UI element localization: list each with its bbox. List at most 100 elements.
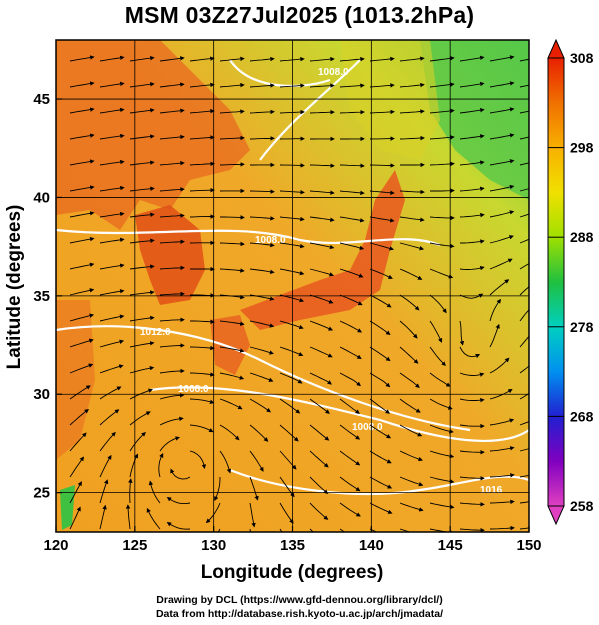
streamline [399,450,423,462]
streamline [129,341,155,348]
streamline [459,397,485,403]
streamline [99,133,125,140]
streamline [125,504,131,530]
streamline [309,56,335,62]
streamline [429,476,455,484]
streamline [159,134,185,140]
streamline [459,265,485,271]
streamline [99,289,125,296]
taiwan-land [60,485,75,530]
streamline [249,450,264,472]
streamline [369,398,391,414]
streamline [205,502,221,524]
streamline [489,499,515,505]
streamline [166,522,191,530]
streamline [279,476,295,498]
streamline [189,56,215,62]
contour-label: 1008.0 [178,384,209,395]
streamline [129,290,155,296]
y-axis-label: Latitude (degrees) [4,205,25,370]
isobar-line [149,386,529,443]
streamline [489,298,502,322]
streamline [219,450,232,474]
streamline [146,507,161,530]
streamline [369,109,395,115]
streamline [489,418,515,426]
streamline [309,163,335,168]
streamline [369,136,395,141]
streamline [339,476,361,492]
streamline [399,320,418,339]
streamline [429,424,454,434]
streamline [158,452,164,478]
streamline [369,83,395,88]
x-tick-label: 130 [201,537,226,554]
isobar-line [259,59,361,161]
streamline [170,468,191,480]
streamline [429,450,455,459]
streamline [339,398,360,414]
streamline [489,525,515,531]
streamline [249,109,275,115]
china-coast-land [56,300,95,460]
streamline [279,189,305,195]
streamline [519,238,529,244]
streamline [69,408,90,426]
isobar-line [229,468,529,496]
streamline [219,162,245,167]
streamline [219,82,245,88]
streamline [519,365,529,374]
streamline [166,496,191,505]
streamline [459,450,485,455]
streamline [219,372,245,380]
streamline [369,320,391,336]
streamline [399,398,421,413]
colorbar-max-arrow [547,38,565,59]
streamline [249,502,256,528]
streamline [309,320,334,331]
streamline [399,82,425,88]
contour-label: 1012.0 [140,327,171,338]
streamline [369,346,391,362]
streamline [339,163,365,168]
streamline [249,398,272,413]
streamline [279,346,304,357]
streamline [309,424,330,441]
streamline [339,242,365,251]
chart-title: MSM 03Z27Jul2025 (1013.2hPa) [124,2,475,28]
colorbar: 258 268 278 288 298 308 [547,38,594,526]
streamline [99,263,125,270]
streamline [189,135,215,140]
y-tick-label: 30 [33,386,50,403]
streamline [399,528,412,532]
streamline [279,424,299,442]
streamline [219,241,245,247]
streamline [339,109,365,115]
streamline [369,476,393,489]
credit-drawing: Drawing by DCL (https://www.gfd-dennou.o… [156,594,443,606]
streamline [159,213,185,218]
streamline [249,242,275,248]
streamline [399,109,425,114]
streamline [99,237,125,244]
streamline [489,133,515,140]
streamline [129,365,155,374]
colorbar-ticks: 258 268 278 288 298 308 [548,50,594,514]
streamline [489,279,510,296]
streamline [399,135,425,141]
streamline [369,424,392,439]
streamline [429,346,446,367]
colorbar-tick-label: 288 [570,229,594,245]
streamline [519,162,529,166]
streamline [99,409,120,426]
streamline [99,364,124,374]
credit-data: Data from http://database.rish.kyoto-u.a… [155,608,444,620]
streamline [129,186,155,192]
streamline [369,294,392,308]
streamline [129,264,155,270]
colorbar-tick-label: 278 [570,319,594,335]
streamline [219,424,240,441]
streamline [219,135,245,141]
streamline [159,108,185,114]
